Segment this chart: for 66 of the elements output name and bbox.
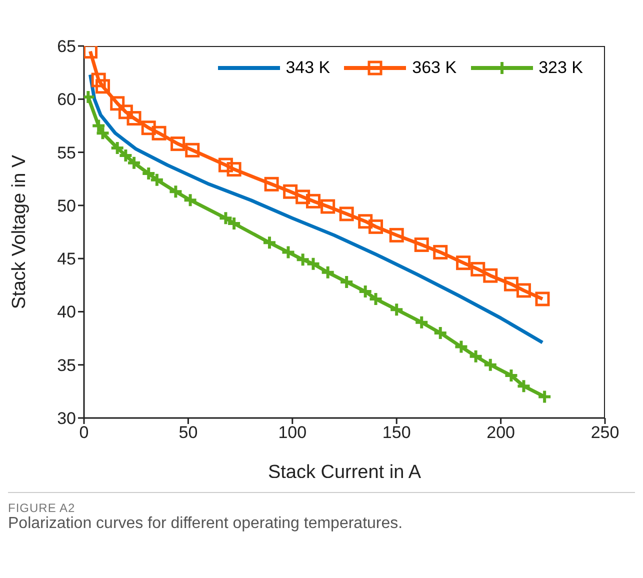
point (454, 339, 469, 354)
y-tick-label: 40 (57, 302, 76, 322)
point (339, 274, 354, 290)
y-tick-label: 35 (57, 356, 76, 375)
point (516, 283, 531, 298)
point (96, 79, 110, 94)
point (283, 184, 298, 199)
point (280, 244, 296, 260)
point (226, 162, 242, 177)
point (414, 238, 429, 252)
point (296, 190, 310, 204)
y-tick-label: 50 (57, 196, 76, 216)
point (320, 199, 336, 214)
point (482, 357, 498, 372)
point (84, 46, 98, 59)
point (218, 158, 233, 172)
x-tick-label: 0 (79, 423, 89, 442)
point (170, 136, 186, 152)
point (456, 256, 471, 270)
point (470, 262, 486, 276)
y-tick-label: 65 (57, 37, 76, 56)
legend-label: 363 K (412, 58, 457, 78)
point (504, 276, 518, 292)
x-tick-label: 250 (590, 423, 620, 442)
point (320, 264, 336, 280)
point (535, 292, 550, 306)
point (152, 126, 166, 140)
y-tick-label: 30 (57, 409, 76, 428)
point (368, 219, 384, 234)
text: Polarization curves for different operating temperatures. (8, 515, 404, 533)
point (168, 184, 184, 200)
x-tick-label: 200 (486, 423, 515, 442)
point (126, 111, 142, 126)
x-tick-label: 50 (178, 423, 198, 442)
point (414, 314, 430, 330)
point (468, 348, 484, 364)
y-tick-label: 45 (57, 250, 76, 269)
point (516, 378, 532, 394)
point (185, 142, 200, 158)
point (182, 192, 198, 208)
y-tick-label: 60 (57, 90, 76, 110)
point (91, 72, 106, 88)
x-axis-title: Stack Current in A (268, 462, 422, 483)
point (358, 214, 373, 229)
point (389, 302, 404, 318)
point (389, 228, 404, 242)
point (432, 325, 448, 340)
point (118, 104, 133, 120)
point (141, 120, 156, 136)
y-axis-title: Stack Voltage in V (8, 154, 30, 310)
y-tick-label: 55 (57, 143, 76, 162)
line-series (88, 72, 544, 344)
point (264, 176, 279, 192)
point (504, 368, 519, 383)
x-tick-label: 100 (278, 423, 307, 442)
x-tick-label: 150 (382, 423, 411, 442)
point (339, 206, 354, 222)
point (537, 389, 552, 404)
legend-label: 343 K (286, 58, 330, 78)
point (483, 268, 498, 283)
legend-label: 323 K (538, 58, 583, 78)
point (262, 235, 277, 250)
point (433, 244, 448, 260)
caption: FIGURE A2 (8, 501, 76, 515)
point (110, 96, 125, 111)
point (306, 194, 320, 208)
